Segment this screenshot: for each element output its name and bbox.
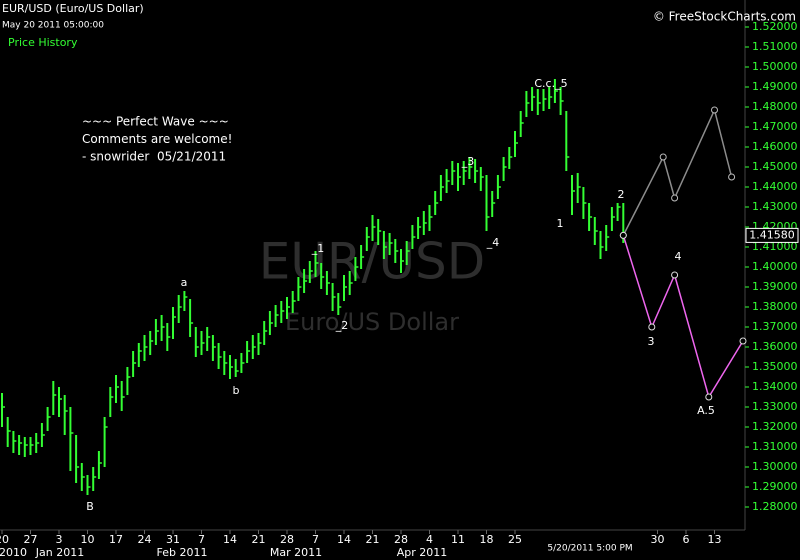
x-tick-label: 28 (394, 533, 408, 546)
comment-line: Comments are welcome! (82, 132, 232, 146)
projection-point (739, 337, 747, 345)
y-tick-label: 1.30000 (752, 460, 798, 473)
wave-label: _2 (335, 319, 349, 332)
x-tick-label: 7 (198, 533, 205, 546)
x-tick-label: 7 (312, 533, 319, 546)
y-tick-label: 1.41000 (752, 240, 798, 253)
y-tick-label: 1.36000 (752, 340, 798, 353)
y-tick-label: 1.32000 (752, 420, 798, 433)
wave-label: b (233, 384, 240, 397)
x-tick-label: 14 (223, 533, 237, 546)
x-tick-label: 27 (24, 533, 38, 546)
y-tick-label: 1.35000 (752, 360, 798, 373)
x-tick-label: 18 (480, 533, 494, 546)
period-label: Mar 2011 (270, 546, 322, 559)
y-tick-label: 1.52000 (752, 20, 798, 33)
x-tick-label: 13 (708, 533, 722, 546)
wave-label: _4 (486, 236, 500, 249)
chart-title: EUR/USD (Euro/US Dollar) (2, 2, 144, 15)
panel-label[interactable]: Price History (8, 36, 78, 49)
wave-label: 3 (648, 335, 655, 348)
x-tick-label: 20 (0, 533, 9, 546)
y-tick-label: 1.45000 (752, 160, 798, 173)
period-label: Feb 2011 (157, 546, 208, 559)
wave-label: 2 (618, 188, 625, 201)
chart-subtitle: May 20 2011 05:00:00 (2, 21, 104, 31)
wave-label: _1 (311, 242, 325, 255)
y-tick-label: 1.34000 (752, 380, 798, 393)
x-tick-label: 30 (651, 533, 665, 546)
x-tick-label: 21 (366, 533, 380, 546)
y-tick-label: 1.33000 (752, 400, 798, 413)
watermark-subtitle: Euro/US Dollar (285, 308, 459, 336)
period-label: Jan 2011 (35, 546, 84, 559)
y-tick-label: 1.50000 (752, 60, 798, 73)
projection-point (671, 271, 679, 279)
y-tick-label: 1.28000 (752, 500, 798, 513)
wave-label: A.5 (697, 404, 715, 417)
x-tick-label: 14 (337, 533, 351, 546)
wave-label: 4 (675, 250, 682, 263)
x-tick-label: 10 (81, 533, 95, 546)
y-tick-label: 1.49000 (752, 80, 798, 93)
projection-point (711, 106, 718, 114)
watermark: EUR/USD (259, 233, 486, 291)
y-tick-label: 1.51000 (752, 40, 798, 53)
x-tick-label: 21 (252, 533, 266, 546)
projection-point (705, 393, 713, 401)
wave-label: a (181, 276, 188, 289)
comment-line: - snowrider 05/21/2011 (82, 150, 226, 164)
y-tick-label: 1.46000 (752, 140, 798, 153)
y-tick-label: 1.31000 (752, 440, 798, 453)
x-tick-label: 3 (56, 533, 63, 546)
wave-label: _3 (461, 155, 475, 168)
last-price-box (745, 227, 799, 243)
x-tick-label: 25 (508, 533, 522, 546)
wave-label: B (86, 500, 94, 513)
y-tick-label: 1.40000 (752, 260, 798, 273)
y-tick-label: 1.47000 (752, 120, 798, 133)
y-tick-label: 1.44000 (752, 180, 798, 193)
x-tick-label: 6 (683, 533, 690, 546)
projection-point (648, 323, 656, 331)
y-tick-label: 1.37000 (752, 320, 798, 333)
period-label: 2010 (0, 546, 27, 559)
projection-point (728, 173, 736, 181)
x-tick-label: 11 (451, 533, 465, 546)
period-label: Apr 2011 (397, 546, 448, 559)
x-tick-label: 24 (138, 533, 152, 546)
wave-label: C.c._5 (534, 77, 567, 90)
last-price-label: 1.41580 (749, 228, 795, 241)
wave-label: 1 (557, 217, 564, 230)
y-tick-label: 1.38000 (752, 300, 798, 313)
y-tick-label: 1.43000 (752, 200, 798, 213)
projection-point (659, 153, 667, 161)
y-tick-label: 1.48000 (752, 100, 798, 113)
cursor-label: 5/20/2011 5:00 PM (547, 544, 632, 554)
x-tick-label: 4 (426, 533, 433, 546)
x-tick-label: 28 (280, 533, 294, 546)
x-tick-label: 17 (109, 533, 123, 546)
projection-point (619, 231, 627, 239)
source: © FreeStockCharts.com (653, 10, 796, 24)
y-tick-label: 1.29000 (752, 480, 798, 493)
y-tick-label: 1.39000 (752, 280, 798, 293)
projection-point (671, 194, 679, 202)
x-tick-label: 31 (166, 533, 180, 546)
comment-line: ~~~ Perfect Wave ~~~ (82, 115, 229, 129)
